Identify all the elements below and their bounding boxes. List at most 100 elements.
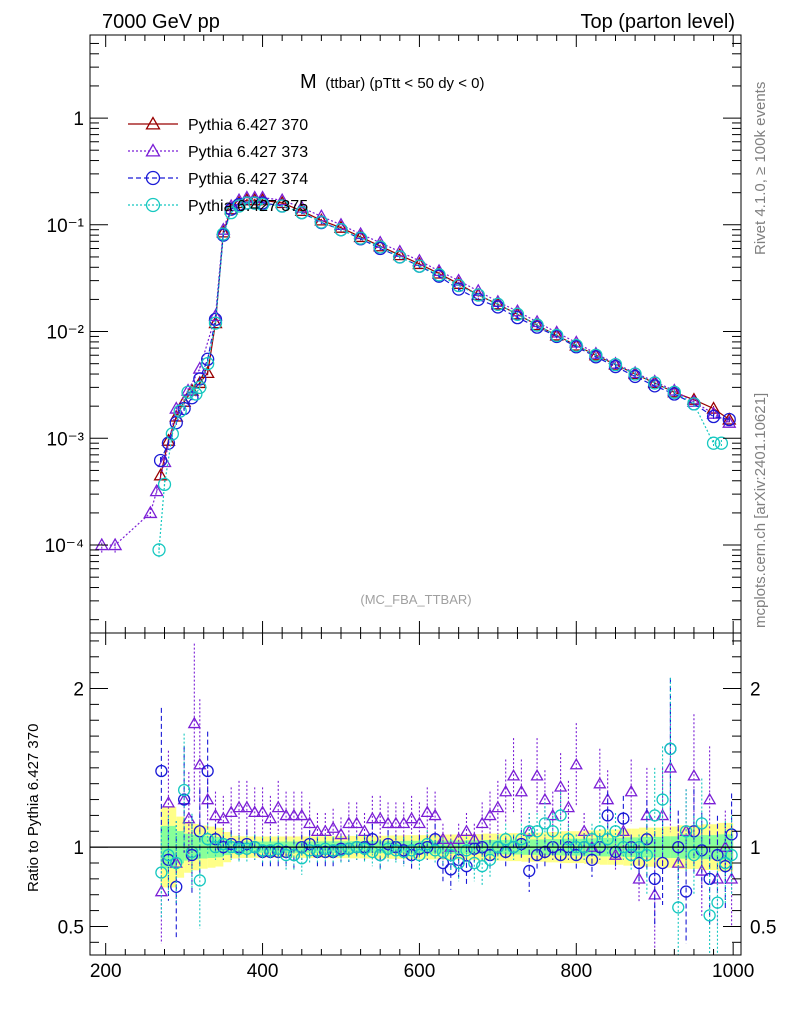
data-point-marker <box>428 844 442 857</box>
data-point-marker <box>185 848 199 862</box>
data-point-marker <box>451 282 466 296</box>
data-point-marker <box>459 824 474 837</box>
data-point-marker <box>145 143 161 157</box>
data-point-marker <box>326 844 340 857</box>
y-tick-label: 10⁻⁴ <box>45 536 84 557</box>
data-point-marker <box>687 397 701 411</box>
side-label-rivet: Rivet 4.1.0, ≥ 100k events <box>752 82 769 255</box>
data-point-marker <box>538 817 552 830</box>
data-point-marker <box>703 792 717 805</box>
data-point-marker <box>358 842 371 855</box>
data-point-marker <box>314 213 329 226</box>
data-point-marker <box>589 348 603 362</box>
data-point-marker <box>295 852 308 865</box>
data-point-marker <box>523 864 536 878</box>
data-point-marker <box>667 385 681 399</box>
series-line-s374 <box>160 202 730 461</box>
y-tick-label: 10⁻¹ <box>47 216 85 237</box>
data-point-marker <box>421 837 434 851</box>
data-point-marker <box>483 853 497 866</box>
data-point-marker <box>420 805 434 818</box>
data-point-marker <box>185 845 199 859</box>
data-point-marker <box>201 357 215 371</box>
data-point-marker <box>248 196 262 210</box>
data-point-marker <box>530 768 544 781</box>
data-point-marker <box>695 817 708 830</box>
data-point-marker <box>353 231 368 245</box>
data-point-marker <box>162 848 175 862</box>
data-point-marker <box>365 811 379 824</box>
data-point-marker <box>155 866 168 879</box>
data-point-marker <box>588 347 604 361</box>
x-tick-label: 800 <box>560 961 592 982</box>
data-point-marker <box>152 543 166 557</box>
data-point-marker <box>366 833 379 846</box>
data-point-marker <box>94 537 109 551</box>
data-point-marker <box>216 811 230 824</box>
data-point-marker <box>314 215 329 229</box>
y-tick-label: 1 <box>73 109 84 130</box>
data-point-marker <box>193 874 206 887</box>
data-point-marker <box>279 848 293 862</box>
plot-title: M (ttbar) (pTtt < 50 dy < 0) <box>300 71 484 93</box>
data-point-marker <box>319 842 332 855</box>
data-point-marker <box>201 833 214 846</box>
data-point-marker <box>232 800 246 813</box>
data-point-marker <box>392 247 407 261</box>
data-point-marker <box>499 833 512 846</box>
data-point-marker <box>193 757 207 770</box>
data-point-marker <box>554 809 567 822</box>
data-point-marker <box>664 742 677 755</box>
data-point-marker <box>177 783 191 797</box>
data-point-marker <box>187 716 201 729</box>
data-point-marker <box>593 825 606 838</box>
data-point-marker <box>255 805 270 818</box>
data-point-marker <box>428 808 442 821</box>
data-point-marker <box>303 844 316 857</box>
data-point-marker <box>593 776 607 789</box>
data-point-marker <box>201 764 214 778</box>
legend-label-s370: Pythia 6.427 370 <box>188 117 308 134</box>
data-point-marker <box>569 338 583 353</box>
data-point-marker <box>585 833 599 846</box>
data-point-marker <box>149 483 164 497</box>
data-point-marker <box>608 848 623 860</box>
data-point-marker <box>656 856 669 870</box>
data-point-marker <box>628 367 642 381</box>
ratio-tick-label-left: 0.5 <box>58 917 84 938</box>
data-point-marker <box>381 842 395 855</box>
data-point-marker <box>679 825 693 838</box>
data-point-marker <box>145 197 161 213</box>
data-point-marker <box>161 795 176 808</box>
data-point-marker <box>553 780 568 792</box>
data-point-marker <box>510 310 525 325</box>
legend-label-s375: Pythia 6.427 375 <box>188 198 308 215</box>
ratio-series-group <box>154 643 739 955</box>
data-point-marker <box>431 266 447 279</box>
data-point-marker <box>342 842 355 855</box>
data-point-marker <box>389 816 403 829</box>
analysis-tag: (MC_FBA_TTBAR) <box>360 592 471 607</box>
data-point-marker <box>451 278 466 293</box>
data-point-marker <box>240 800 254 813</box>
data-point-marker <box>719 860 732 873</box>
data-point-marker <box>706 409 721 424</box>
data-point-marker <box>452 856 465 870</box>
data-point-marker <box>334 223 348 237</box>
data-point-marker <box>491 297 505 311</box>
data-point-marker <box>413 848 426 862</box>
main-series-group <box>94 190 737 558</box>
data-point-marker <box>240 842 254 855</box>
data-point-marker <box>510 303 525 317</box>
data-point-marker <box>706 436 721 450</box>
data-point-marker <box>373 240 387 254</box>
data-point-marker <box>523 825 536 838</box>
data-point-marker <box>561 800 576 813</box>
data-point-marker <box>181 385 195 399</box>
data-point-marker <box>107 537 123 551</box>
data-point-marker <box>444 848 457 862</box>
x-tick-label: 1000 <box>712 961 754 982</box>
data-point-marker <box>608 357 623 372</box>
data-point-marker <box>725 848 738 862</box>
